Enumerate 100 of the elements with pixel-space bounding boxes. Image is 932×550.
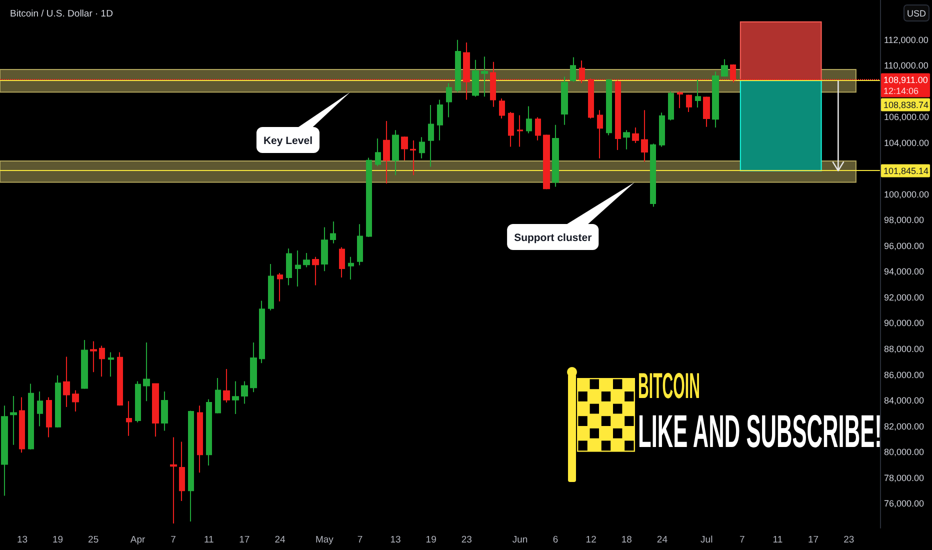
candlestick: [526, 106, 532, 134]
candlestick: [37, 390, 43, 427]
candlestick: [481, 56, 488, 98]
candlestick: [677, 90, 683, 109]
candlestick: [632, 126, 639, 144]
candlestick: [366, 157, 372, 238]
candlestick: [135, 380, 141, 423]
candlestick: [650, 143, 656, 208]
x-tick-label: 12: [586, 534, 596, 546]
candlestick: [543, 134, 550, 190]
candlestick: [668, 90, 674, 121]
candlestick: [339, 246, 345, 278]
candlestick: [419, 136, 425, 159]
candlestick: [330, 221, 336, 244]
candlestick: [303, 252, 310, 268]
candlestick: [455, 39, 461, 93]
x-tick-label: 17: [808, 534, 819, 546]
candlestick: [357, 224, 363, 266]
y-tick-label: 76,000.00: [884, 498, 924, 509]
annotation: BITCOIN: [638, 365, 700, 406]
candlestick: [375, 138, 381, 167]
candlestick: [321, 226, 328, 272]
candlestick: [206, 398, 212, 466]
y-tick-label: 84,000.00: [884, 396, 924, 406]
candlestick: [188, 410, 194, 522]
candlestick: [606, 78, 612, 136]
x-tick-label: 25: [88, 534, 99, 546]
candlestick: [152, 383, 159, 438]
candlestick: [641, 110, 648, 162]
candlestick: [46, 396, 52, 438]
candlestick: [126, 400, 132, 436]
candlestick: [19, 396, 25, 454]
candlestick: [437, 99, 443, 141]
y-tick-label: 104,000.00: [884, 138, 930, 148]
annotation: LIKE AND SUBSCRIBE!: [638, 404, 882, 458]
text: Bitcoin / U.S. Dollar · 1D: [10, 8, 114, 20]
candlestick: [428, 104, 434, 168]
candlestick: [28, 383, 34, 450]
ref-line-label: 108,911.00: [883, 74, 928, 85]
candlestick: [517, 114, 523, 148]
y-tick-label: 112,000.00: [884, 34, 928, 45]
candlestick: [597, 110, 603, 159]
candlestick: [535, 116, 541, 141]
candlestick: [63, 356, 70, 408]
candlestick: [401, 136, 408, 161]
annotation: Support cluster: [514, 232, 592, 244]
candlestick: [570, 56, 576, 82]
candlestick: [659, 112, 665, 148]
x-tick-label: 13: [16, 534, 28, 546]
y-tick-label: 92,000.00: [884, 292, 924, 302]
x-tick-label: 23: [461, 534, 472, 546]
candlestick: [712, 70, 719, 128]
x-tick-label: 24: [274, 534, 286, 546]
candlestick: [295, 250, 301, 288]
y-tick-label: 96,000.00: [884, 240, 924, 251]
candlestick: [90, 340, 97, 373]
x-tick-label: 24: [656, 534, 668, 546]
candlestick: [117, 352, 123, 406]
candlestick: [286, 248, 292, 286]
candlestick: [277, 272, 283, 302]
y-tick-label: 86,000.00: [884, 370, 924, 380]
y-tick-label: 106,000.00: [884, 112, 930, 122]
y-tick-label: 90,000.00: [884, 318, 924, 328]
x-tick-label: 13: [390, 534, 401, 546]
candlestick: [143, 342, 150, 402]
candlestick: [508, 112, 514, 148]
candlestick: [99, 345, 105, 378]
candlestick: [170, 436, 177, 524]
annotation: Key Level: [263, 135, 313, 147]
candlestick: [721, 58, 728, 78]
candlestick: [179, 441, 185, 502]
x-tick-label: 7: [740, 534, 745, 546]
candlestick: [392, 130, 399, 176]
y-tick-label: 88,000.00: [884, 344, 924, 354]
candlestick: [72, 390, 79, 412]
y-tick-label: 98,000.00: [884, 215, 924, 226]
x-tick-label: 7: [170, 534, 176, 546]
candlestick: [259, 300, 265, 364]
candlestick: [383, 120, 390, 184]
text: 12:14:06: [883, 86, 919, 96]
candlestick: [81, 339, 88, 390]
x-tick-label: Jul: [700, 534, 713, 546]
y-tick-label: 110,000.00: [884, 60, 928, 71]
candlestick: [695, 79, 701, 108]
candlestick: [499, 98, 505, 119]
candlestick: [561, 76, 568, 126]
y-tick-label: 78,000.00: [884, 472, 924, 483]
y-tick-label: 82,000.00: [884, 421, 924, 432]
x-tick-label: 19: [426, 534, 436, 546]
x-tick-label: 18: [621, 534, 632, 546]
candlestick: [197, 405, 203, 474]
x-tick-label: 23: [844, 534, 854, 546]
y-tick-label: 94,000.00: [884, 266, 924, 277]
candlestick: [232, 380, 239, 415]
candlestick: [410, 140, 416, 176]
x-tick-label: Jun: [512, 534, 528, 546]
x-tick-label: 11: [772, 534, 783, 546]
x-tick-label: 7: [357, 534, 363, 546]
candlestick: [250, 342, 257, 393]
candlestick: [161, 390, 168, 432]
